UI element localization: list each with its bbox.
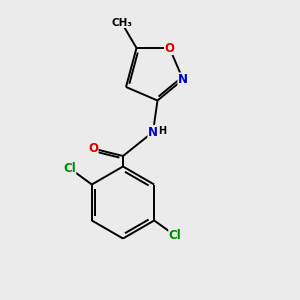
Text: N: N (178, 73, 188, 86)
Text: H: H (158, 125, 167, 136)
Text: Cl: Cl (63, 161, 76, 175)
Text: Cl: Cl (169, 229, 182, 242)
Text: CH₃: CH₃ (111, 17, 132, 28)
Text: O: O (88, 142, 98, 155)
Text: N: N (148, 125, 158, 139)
Text: O: O (164, 41, 175, 55)
